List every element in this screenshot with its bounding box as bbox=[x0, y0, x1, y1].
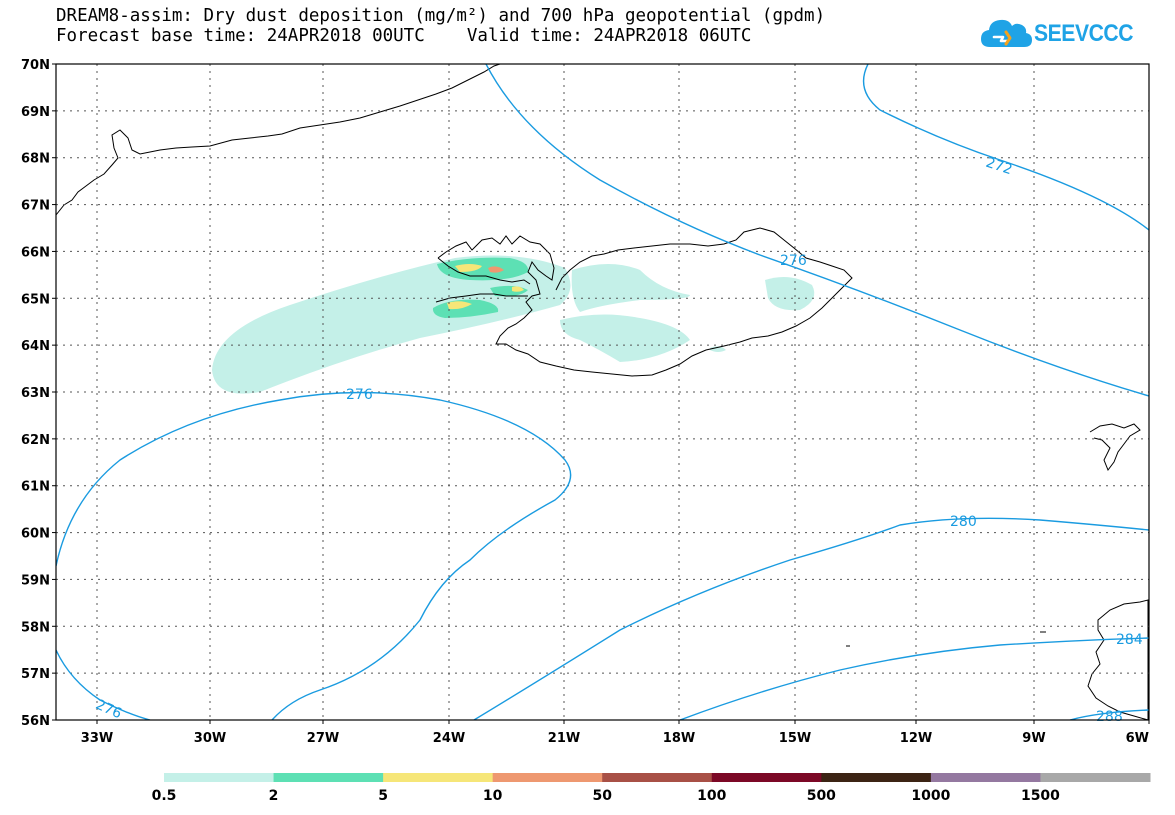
legend-label: 5 bbox=[378, 788, 388, 804]
contour-label-276-sw: 276 bbox=[93, 697, 124, 723]
contour-276-north bbox=[485, 64, 1149, 397]
latitude-label: 56N bbox=[21, 714, 50, 729]
latitude-label: 57N bbox=[21, 667, 50, 682]
legend-color-box bbox=[821, 773, 932, 782]
latitude-label: 68N bbox=[21, 152, 50, 167]
legend-color-box bbox=[930, 773, 1041, 782]
latitude-label: 58N bbox=[21, 620, 50, 635]
legend-label: 0.5 bbox=[152, 788, 177, 804]
latitude-label: 65N bbox=[21, 292, 50, 307]
contour-272 bbox=[862, 64, 1149, 231]
iceland-snaefellsnes bbox=[435, 293, 528, 303]
legend-label: 1000 bbox=[911, 788, 950, 804]
legend-color-box bbox=[383, 773, 494, 782]
longitude-labels: 33W 30W 27W 24W 21W 18W 15W 12W 9W 6W bbox=[81, 720, 1150, 746]
dust-iceland-light bbox=[571, 264, 690, 312]
contour-288 bbox=[1069, 709, 1149, 720]
latitude-label: 67N bbox=[21, 199, 50, 214]
legend-label: 50 bbox=[592, 788, 612, 804]
legend-label: 500 bbox=[807, 788, 836, 804]
longitude-label: 9W bbox=[1022, 731, 1045, 746]
longitude-label: 21W bbox=[548, 731, 580, 746]
geopotential-contours bbox=[56, 64, 1149, 720]
legend-label: 100 bbox=[697, 788, 726, 804]
longitude-label: 18W bbox=[663, 731, 695, 746]
longitude-label: 30W bbox=[194, 731, 226, 746]
seevccc-logo: SEEVCCC bbox=[980, 14, 1147, 54]
contour-label-280: 280 bbox=[950, 514, 977, 530]
legend-color-box bbox=[164, 773, 275, 782]
longitude-label: 6W bbox=[1126, 731, 1149, 746]
latitude-label: 62N bbox=[21, 433, 50, 448]
map-title-line-1: DREAM8-assim: Dry dust deposition (mg/m²… bbox=[56, 6, 826, 26]
longitude-label: 33W bbox=[81, 731, 113, 746]
contour-280 bbox=[473, 517, 1149, 720]
latitude-label: 60N bbox=[21, 527, 50, 542]
latitude-label: 61N bbox=[21, 480, 50, 495]
dust-iceland-south bbox=[560, 314, 690, 362]
iceland-westfjords bbox=[437, 257, 531, 285]
greenland-coast bbox=[56, 64, 501, 216]
dust-yellow-2 bbox=[447, 301, 472, 310]
legend-label: 2 bbox=[269, 788, 279, 804]
legend-color-box bbox=[492, 773, 603, 782]
dust-nw-green bbox=[437, 257, 529, 281]
dust-yellow-1 bbox=[455, 264, 482, 272]
contour-276-loop bbox=[56, 391, 572, 720]
dust-plume-light bbox=[212, 255, 571, 394]
latitude-label: 70N bbox=[21, 58, 50, 73]
scotland-hebrides bbox=[1087, 599, 1149, 720]
cloud-icon bbox=[981, 19, 1033, 47]
longitude-label: 12W bbox=[900, 731, 932, 746]
latitude-label: 64N bbox=[21, 339, 50, 354]
legend-label: 10 bbox=[483, 788, 503, 804]
legend-color-box bbox=[1040, 773, 1151, 782]
latitude-labels: 70N 69N 68N 67N 66N 65N 64N 63N 62N 61N 60N 59N 58N 5… bbox=[21, 58, 56, 729]
dust-iceland-east bbox=[765, 276, 815, 311]
dust-deposition-shading bbox=[212, 255, 815, 394]
logo-text: SEEVCCC bbox=[1034, 20, 1134, 47]
faroe-islands bbox=[1089, 423, 1141, 472]
legend-color-box bbox=[273, 773, 384, 782]
latitude-label: 66N bbox=[21, 245, 50, 260]
latitude-label: 69N bbox=[21, 105, 50, 120]
longitude-label: 27W bbox=[307, 731, 339, 746]
latitude-label: 63N bbox=[21, 386, 50, 401]
legend-color-box bbox=[602, 773, 713, 782]
coastlines bbox=[56, 64, 1149, 720]
longitude-label: 24W bbox=[433, 731, 465, 746]
contour-label-272: 272 bbox=[984, 155, 1014, 178]
contour-276-sw bbox=[56, 649, 151, 720]
legend-label: 1500 bbox=[1021, 788, 1060, 804]
color-legend: 0.5 2 5 10 50 100 500 1000 1500 bbox=[152, 773, 1151, 804]
dust-orange-1 bbox=[488, 266, 504, 273]
legend-color-box bbox=[711, 773, 822, 782]
map-title-line-2: Forecast base time: 24APR2018 00UTC Vali… bbox=[56, 26, 752, 46]
graticule bbox=[56, 64, 1149, 720]
contour-284 bbox=[679, 637, 1149, 720]
contour-labels: 272 276 276 280 276 284 288 bbox=[93, 155, 1143, 725]
contour-label-284: 284 bbox=[1116, 632, 1143, 648]
contour-label-276-loop: 276 bbox=[346, 387, 373, 403]
contour-label-276-north: 276 bbox=[780, 253, 807, 269]
contour-label-288: 288 bbox=[1096, 709, 1123, 725]
iceland-coast bbox=[437, 227, 853, 377]
dust-yellow-3 bbox=[512, 286, 524, 292]
latitude-label: 59N bbox=[21, 573, 50, 588]
longitude-label: 15W bbox=[779, 731, 811, 746]
